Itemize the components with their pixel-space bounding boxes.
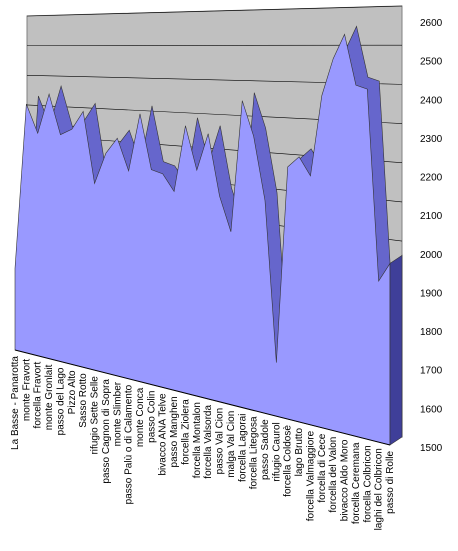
- x-tick-label: passo Sadole: [260, 419, 271, 480]
- x-tick-label: monte Gronlait: [44, 364, 55, 430]
- x-axis: [14, 349, 391, 446]
- x-tick-label: La Basse - Panarotta: [10, 356, 21, 450]
- x-tick-label: bivacco ANA Telve: [158, 393, 169, 476]
- x-tick-label: passo Val Cion: [215, 408, 226, 475]
- area-right-side: [389, 254, 403, 446]
- y-tick-label: 1700: [420, 366, 443, 377]
- x-tick-label: forcella Valmaggiore: [305, 430, 316, 521]
- x-tick-label: rifugio Sette Selle: [90, 376, 101, 455]
- x-tick-label: forcella Colbricon: [362, 445, 373, 522]
- area: [14, 33, 391, 446]
- x-tick-label: Pizzo Alto: [67, 370, 78, 414]
- x-tick-label: passo Cagnon di Sopra: [101, 379, 112, 484]
- x-tick-label: passo Palù o di Calamento: [124, 384, 135, 504]
- x-tick-label: monte Conca: [135, 387, 146, 447]
- y-tick-label: 1900: [420, 288, 443, 299]
- y-tick-label: 2100: [420, 211, 443, 222]
- y-tick-label: 2600: [420, 18, 443, 29]
- x-tick-label: malga Val Cion: [226, 411, 237, 478]
- x-tick-label: forcella Coldosè: [283, 425, 294, 497]
- y-tick-label: 2000: [420, 250, 443, 261]
- x-tick-label: passo di Rolle: [385, 451, 396, 514]
- x-tick-label: bivacco Aldo Moro: [340, 439, 351, 521]
- x-tick-label: forcella di Cece: [317, 433, 328, 502]
- x-tick-label: forcella Litegosa: [249, 416, 260, 489]
- y-tick-label: 1500: [420, 443, 443, 454]
- x-tick-label: forcella Montalon: [192, 402, 203, 478]
- x-tick-label: forcella Ziolera: [180, 399, 191, 465]
- x-tick-label: passo Manghen: [169, 396, 180, 467]
- x-tick-label: forcella del Valon: [328, 437, 339, 513]
- y-tick-label: 1800: [420, 327, 443, 338]
- y-tick-label: 2400: [420, 95, 443, 106]
- x-tick-label: forcella Ceremana: [351, 442, 362, 524]
- x-tick-label: monte Slimber: [112, 381, 123, 446]
- x-tick-label: forcella Fravort: [33, 362, 44, 429]
- x-tick-label: laghi del Colbricon: [374, 448, 385, 530]
- x-tick-label: passo Colin: [146, 391, 157, 443]
- y-tick-label: 1600: [420, 404, 443, 415]
- x-tick-label: passo del Lago: [55, 367, 66, 435]
- x-tick-label: Sasso Rotto: [78, 373, 89, 428]
- x-tick-label: monte Fravort: [21, 359, 32, 421]
- y-tick-label: 2300: [420, 134, 443, 145]
- x-tick-label: lago Brutto: [294, 428, 305, 477]
- grid-line: [26, 5, 403, 17]
- x-tick-label: forcella Valsorda: [203, 405, 214, 479]
- y-tick-label: 2500: [420, 57, 443, 68]
- x-tick-label: rifugio Caurol: [271, 422, 282, 481]
- x-tick-label: forcella Lagorai: [237, 414, 248, 482]
- y-tick-label: 2200: [420, 173, 443, 184]
